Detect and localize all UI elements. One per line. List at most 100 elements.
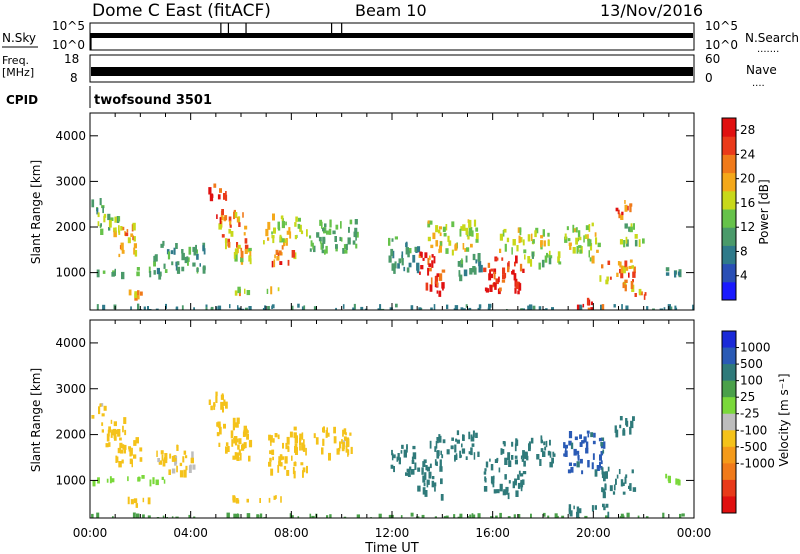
power-cell — [639, 291, 643, 296]
power-cell — [294, 235, 297, 240]
power-cell — [289, 231, 292, 239]
power-cell — [619, 268, 622, 274]
power-cell — [267, 221, 271, 230]
velocity-colorbar-swatch — [722, 479, 736, 497]
velocity-cell — [323, 426, 325, 433]
power-cell — [624, 204, 628, 212]
power-cell — [196, 267, 199, 272]
velocity-colorbar-tick-label: -100 — [740, 423, 767, 437]
power-cell — [438, 273, 443, 281]
power-cell — [155, 254, 158, 262]
velocity-cell — [256, 514, 259, 518]
power-cell — [291, 250, 296, 258]
velocity-cell — [405, 472, 409, 476]
power-cell — [436, 281, 438, 287]
velocity-cell — [422, 487, 426, 495]
velocity-cell — [155, 479, 159, 486]
power-cell — [628, 265, 632, 269]
velocity-cell — [619, 424, 622, 429]
velocity-cell — [594, 505, 597, 510]
power-cell — [489, 269, 491, 276]
velocity-cell — [179, 470, 184, 478]
power-cell — [126, 229, 129, 233]
power-cell — [534, 230, 537, 238]
velocity-cell — [577, 452, 579, 459]
velocity-cell — [133, 454, 137, 459]
power-cell — [487, 307, 491, 310]
power-cell — [272, 213, 275, 221]
power-cell — [405, 242, 408, 247]
power-cell — [107, 213, 111, 221]
velocity-cell — [601, 471, 604, 479]
velocity-cell — [106, 478, 109, 483]
velocity-cell — [350, 446, 353, 454]
velocity-cell — [470, 447, 473, 456]
power-cell — [176, 261, 180, 266]
velocity-cell — [520, 455, 523, 460]
velocity-cell — [434, 486, 436, 492]
velocity-cell — [522, 455, 525, 460]
power-cell — [249, 258, 252, 265]
velocity-cell — [602, 503, 605, 508]
velocity-cell — [426, 479, 430, 485]
velocity-cell — [492, 479, 495, 488]
power-cell — [502, 274, 506, 280]
nave-tick-top: 60 — [705, 52, 720, 66]
velocity-cell — [453, 514, 456, 518]
power-colorbar-swatch — [722, 172, 736, 192]
velocity-cell — [512, 481, 515, 489]
velocity-cell — [524, 451, 528, 457]
velocity-cell — [130, 499, 134, 505]
velocity-cell — [540, 448, 544, 453]
power-cell — [478, 261, 482, 267]
power-cell — [202, 245, 205, 252]
time-axis-tick-label: 00:00 — [73, 526, 108, 540]
velocity-cell — [490, 464, 494, 471]
power-cell — [613, 304, 616, 308]
power-cell — [538, 262, 541, 270]
velocity-cell — [286, 436, 290, 445]
power-cell — [143, 306, 146, 310]
power-colorbar-swatch — [722, 263, 736, 283]
power-cell — [318, 236, 322, 242]
power-cell — [244, 238, 248, 244]
power-cell — [219, 188, 222, 193]
velocity-cell — [667, 475, 670, 482]
power-cell — [465, 227, 469, 235]
power-colorbar-swatch — [722, 245, 736, 265]
velocity-cell — [554, 513, 558, 518]
power-cell — [504, 272, 507, 278]
velocity-cell — [401, 444, 404, 449]
power-cell — [504, 243, 507, 252]
velocity-cell — [311, 515, 315, 518]
velocity-cell — [615, 429, 619, 438]
velocity-ytick-label: 3000 — [55, 382, 86, 396]
power-cell — [110, 217, 114, 221]
velocity-cell — [514, 455, 518, 459]
power-cell — [299, 224, 302, 232]
power-cell — [506, 237, 510, 243]
power-cell — [431, 254, 434, 258]
power-cell — [171, 261, 174, 266]
velocity-cell — [412, 445, 416, 450]
velocity-cell — [412, 452, 417, 460]
power-cell — [108, 219, 112, 228]
power-cell — [228, 228, 232, 234]
velocity-cell — [336, 448, 340, 455]
power-cell — [667, 304, 671, 310]
power-cell — [513, 273, 517, 281]
velocity-cell — [169, 453, 172, 459]
velocity-cell — [625, 474, 628, 478]
power-cell — [352, 307, 355, 310]
velocity-cell — [305, 447, 307, 456]
power-cell — [236, 242, 239, 248]
power-cell — [340, 237, 343, 242]
power-cell — [576, 304, 580, 310]
velocity-cell — [570, 466, 574, 473]
power-cell — [522, 268, 525, 273]
power-cell — [420, 265, 424, 270]
power-cell — [234, 248, 238, 255]
power-cell — [629, 259, 633, 263]
velocity-cell — [137, 476, 141, 481]
